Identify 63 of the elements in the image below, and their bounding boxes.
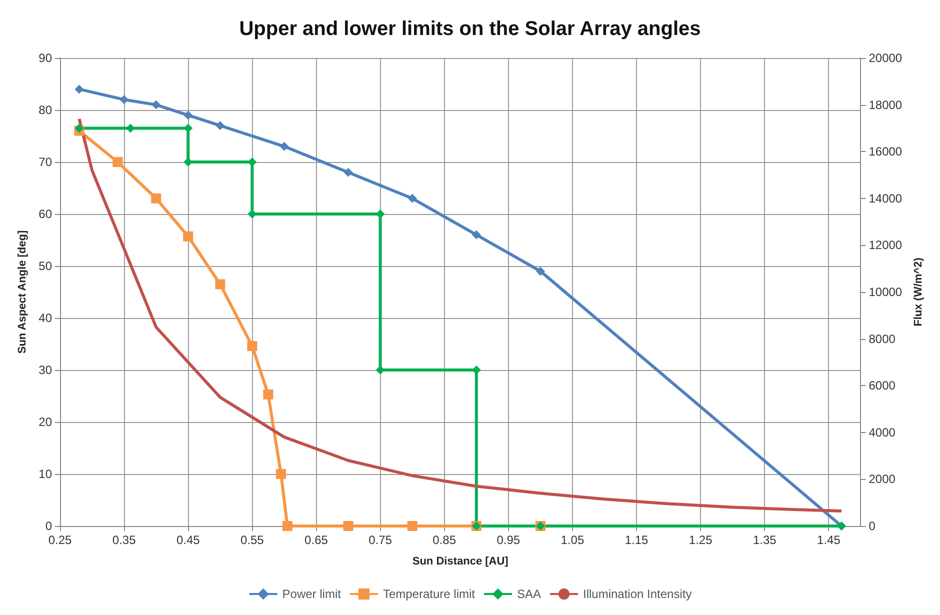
y-tick-label: 0 [45, 519, 52, 533]
x-tick-label: 1.35 [752, 533, 777, 547]
y2-tick-label: 6000 [868, 378, 896, 393]
y-tick-label: 80 [38, 103, 52, 117]
x-tick-label: 0.25 [48, 533, 72, 547]
point [184, 110, 193, 120]
x-axis-title: Sun Distance [AU] [412, 556, 509, 568]
x-tick-label: 0.45 [176, 533, 200, 547]
y2-tick-label: 4000 [868, 425, 896, 440]
y2-tick-label: 16000 [868, 144, 902, 159]
x-tick-label: 1.45 [817, 533, 841, 547]
x-tick-label: 0.65 [304, 533, 328, 547]
x-tick-label: 0.75 [368, 533, 392, 547]
point [282, 521, 292, 531]
y2-tick-label: 14000 [868, 191, 902, 206]
point [472, 230, 481, 240]
y2-tick-label: 12000 [868, 238, 902, 252]
y2-tick-label: 20000 [868, 51, 902, 65]
point [74, 124, 84, 133]
point [215, 279, 226, 290]
y-tick-label: 50 [38, 259, 52, 273]
y2-tick-label: 0 [868, 519, 876, 533]
y2-tick-label: 8000 [868, 332, 896, 346]
point [151, 193, 162, 204]
point [120, 95, 129, 104]
legend-label: Temperature limit [382, 587, 476, 601]
chart-title: Upper and lower limits on the Solar Array angles [239, 18, 701, 40]
x-tick-label: 1.05 [560, 533, 584, 547]
y2-tick-label: 18000 [868, 98, 902, 112]
legend-label: Power limit [282, 587, 342, 601]
point [183, 231, 194, 242]
x-tick-label: 0.55 [240, 533, 264, 547]
point [343, 521, 354, 531]
point [74, 84, 84, 94]
point [276, 469, 286, 479]
point [247, 341, 258, 352]
y-tick-label: 20 [38, 415, 52, 429]
y2-axis-title: Flux (W/m^2) [912, 257, 924, 326]
y-tick-label: 30 [38, 363, 52, 377]
y-tick-label: 40 [38, 311, 52, 325]
y2-tick-label: 10000 [868, 285, 902, 299]
point [280, 142, 289, 151]
y-tick-label: 70 [38, 155, 52, 169]
y-axis-title: Sun Aspect Angle [deg] [16, 230, 28, 354]
y-tick-label: 90 [38, 51, 52, 65]
point [263, 389, 274, 400]
y-tick-label: 10 [38, 467, 52, 481]
x-tick-label: 0.35 [112, 533, 136, 547]
point [152, 100, 161, 110]
x-tick-label: 1.15 [624, 533, 649, 547]
y2-tick-label: 2000 [868, 472, 896, 486]
x-tick-label: 1.25 [688, 533, 713, 547]
legend-label: Illumination Intensity [582, 587, 692, 601]
point [112, 157, 123, 167]
point [216, 121, 225, 130]
x-tick-label: 0.95 [496, 533, 520, 547]
x-tick-label: 0.85 [432, 533, 456, 547]
legend-label: SAA [516, 587, 541, 601]
point [408, 194, 417, 203]
point [536, 266, 545, 276]
point [407, 521, 418, 531]
point [344, 168, 353, 177]
y-tick-label: 60 [38, 207, 52, 221]
